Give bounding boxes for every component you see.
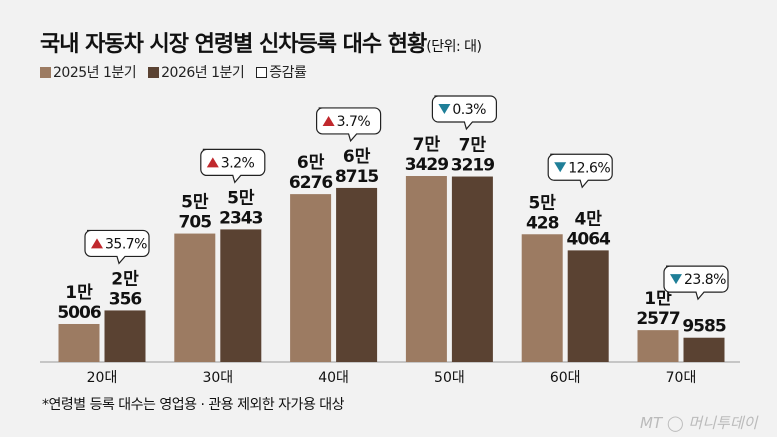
data-label: 3429 (405, 155, 448, 175)
bar-2025 (521, 234, 563, 362)
change-value: 35.7% (105, 236, 147, 252)
change-callout: 0.3% (431, 95, 497, 131)
change-callout: 12.6% (547, 153, 613, 189)
triangle-down-icon (438, 104, 451, 114)
data-label: 7만 (459, 136, 487, 156)
data-label: 4064 (567, 229, 611, 249)
change-value: 3.7% (337, 114, 371, 130)
change-callout: 3.7% (316, 107, 382, 143)
data-label: 6만 (343, 147, 371, 167)
bar-2025 (637, 330, 679, 362)
change-value: 12.6% (568, 160, 610, 176)
data-label: 7만 (413, 135, 441, 155)
data-label: 6276 (289, 173, 332, 193)
change-callout: 23.8% (663, 265, 729, 301)
data-label: 8715 (335, 167, 378, 187)
x-tick-label: 20대 (87, 370, 118, 386)
data-label: 6만 (297, 153, 325, 173)
triangle-up-icon (91, 238, 103, 249)
data-label: 2만 (111, 269, 139, 289)
data-label: 1만 (65, 283, 93, 303)
bar-2025 (58, 323, 100, 362)
data-label: 4만 (574, 209, 602, 229)
chart-title: 국내 자동차 시장 연령별 신차등록 대수 현황(단위: 대) (40, 26, 482, 58)
triangle-up-icon (322, 115, 335, 126)
x-tick-label: 30대 (202, 370, 233, 386)
data-label: 1만 (644, 289, 672, 309)
data-label: 5006 (57, 303, 100, 323)
legend-item-2025: 2025년 1분기 (40, 62, 137, 82)
data-label: 2343 (219, 208, 262, 228)
data-label: 5만 (227, 188, 255, 208)
bar-2026 (451, 176, 493, 362)
triangle-down-icon (670, 274, 682, 285)
data-label: 3219 (451, 156, 494, 176)
data-label: 9585 (682, 317, 725, 337)
data-label: 705 (179, 213, 212, 233)
data-label: 356 (109, 289, 142, 309)
bar-2026 (336, 187, 378, 362)
triangle-up-icon (206, 157, 219, 168)
bar-2025 (174, 233, 216, 362)
data-label: 2577 (636, 309, 679, 329)
x-tick-label: 70대 (666, 370, 697, 386)
x-tick-label: 40대 (318, 370, 349, 386)
change-value: 3.2% (221, 155, 255, 171)
bar-2026 (104, 310, 146, 362)
bar-2025 (405, 176, 447, 362)
triangle-down-icon (554, 162, 567, 173)
data-label: 5만 (181, 193, 209, 213)
bar-2026 (683, 337, 725, 362)
legend-item-change: 증감률 (256, 62, 307, 82)
logo: MT ◯ 머니투데이 (640, 414, 758, 432)
data-label: 428 (526, 213, 559, 233)
change-callout: 3.2% (200, 148, 266, 184)
bar-2025 (290, 194, 332, 362)
title-text: 국내 자동차 시장 연령별 신차등록 대수 현황 (40, 32, 427, 57)
legend: 2025년 1분기 2026년 1분기 증감률 (40, 62, 307, 82)
bar-2026 (567, 250, 609, 362)
unit-label: (단위: 대) (426, 39, 482, 55)
x-tick-label: 60대 (550, 370, 581, 386)
x-tick-label: 50대 (434, 370, 465, 386)
bar-2026 (220, 229, 262, 362)
data-label: 5만 (528, 193, 556, 213)
footnote: *연령별 등록 대수는 영업용 · 관용 제외한 자가용 대상 (42, 397, 345, 413)
change-value: 23.8% (684, 272, 726, 288)
change-callout: 35.7% (84, 229, 150, 265)
legend-item-2026: 2026년 1분기 (148, 62, 245, 82)
change-value: 0.3% (452, 102, 486, 118)
